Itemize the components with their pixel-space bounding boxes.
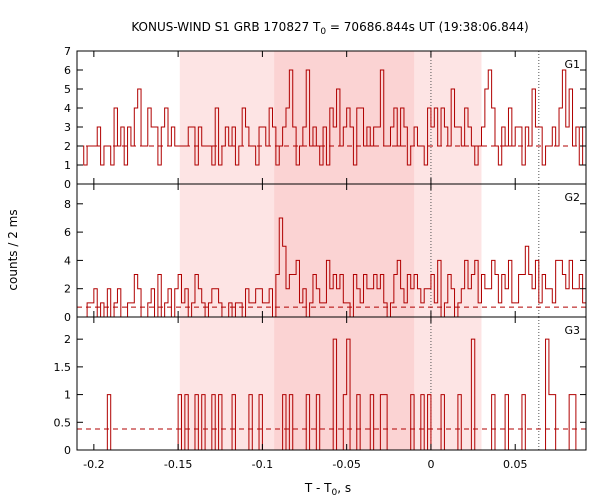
shaded-region-2	[274, 51, 415, 184]
x-tick-label: -0.05	[332, 458, 360, 471]
panel-label: G2	[564, 191, 580, 204]
panel-label: G3	[564, 324, 580, 337]
x-tick-label: -0.15	[164, 458, 192, 471]
y-tick-label: 0	[64, 178, 71, 191]
y-axis-label: counts / 2 ms	[6, 209, 20, 290]
x-axis-label: T - T0, s	[304, 481, 351, 498]
y-tick-label: 6	[64, 64, 71, 77]
x-tick-label: -0.2	[83, 458, 104, 471]
y-tick-label: 0	[64, 311, 71, 324]
y-tick-label: 7	[64, 45, 71, 58]
y-tick-label: 5	[64, 83, 71, 96]
y-tick-label: 2	[64, 283, 71, 296]
panel-g2: 0 2 4 6 8 G2	[64, 183, 587, 324]
y-tick-label: 3	[64, 121, 71, 134]
x-tick-label: 0.05	[503, 458, 528, 471]
y-tick-label: 4	[64, 102, 71, 115]
y-tick-label: 2	[64, 333, 71, 346]
y-tick-label: 0.5	[54, 416, 72, 429]
lightcurve-series-g1	[77, 69, 586, 166]
y-tick-label: 1	[64, 389, 71, 402]
panel-g1: 0 1 2 3 4 5 6 7 G1	[64, 45, 587, 191]
x-tick-label: 0	[427, 458, 434, 471]
y-tick-label: 1.5	[54, 361, 72, 374]
panels: 0 1 2 3 4 5 6 7 G1 0 2 4 6 8 G2 0 0.5 1 1.5 2 G3 -0.2 -0.15 -0.…	[54, 45, 587, 471]
panel-frame	[76, 316, 587, 451]
y-tick-label: 2	[64, 140, 71, 153]
y-tick-label: 1	[64, 159, 71, 172]
y-tick-label: 4	[64, 254, 71, 267]
y-tick-label: 0	[64, 444, 71, 457]
x-tick-label: -0.1	[252, 458, 273, 471]
y-tick-label: 8	[64, 198, 71, 211]
y-tick-label: 6	[64, 226, 71, 239]
panel-label: G1	[564, 58, 580, 71]
shaded-region-2	[274, 184, 415, 317]
panel-g3: 0 0.5 1 1.5 2 G3	[54, 316, 587, 457]
shaded-region-2	[274, 317, 415, 450]
chart-title: KONUS-WIND S1 GRB 170827 T0 = 70686.844s…	[131, 20, 528, 37]
